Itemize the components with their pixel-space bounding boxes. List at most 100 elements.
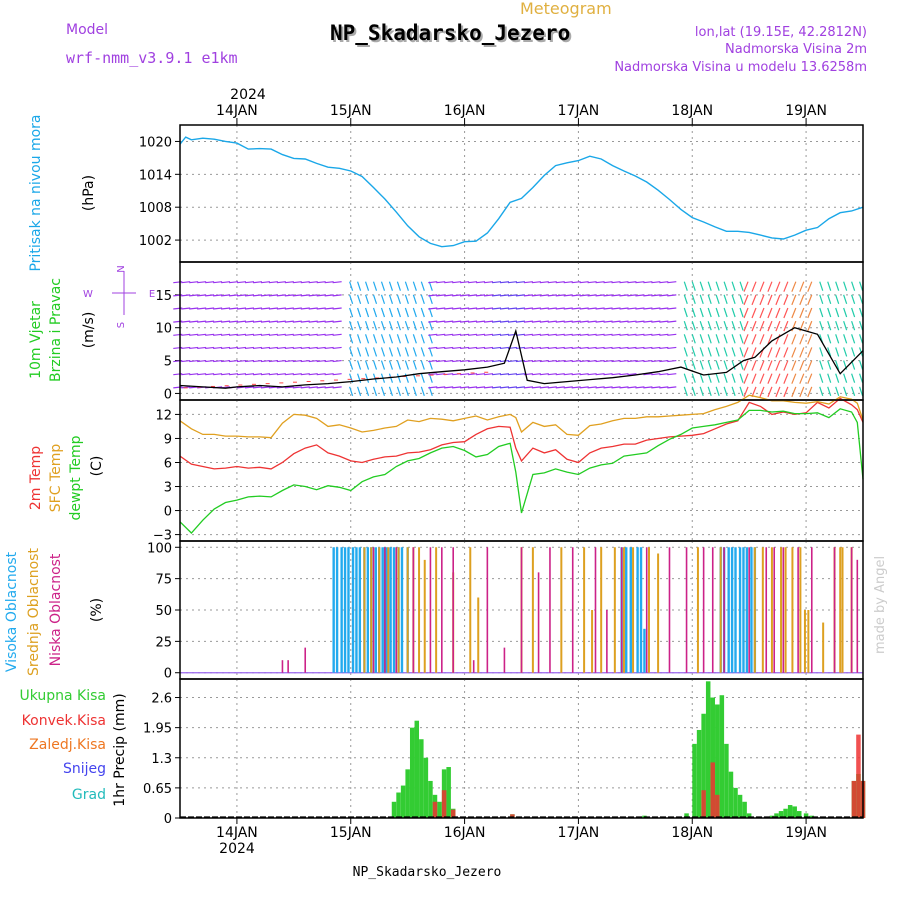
wind-arrow <box>228 307 239 310</box>
wind-arrow <box>396 294 401 305</box>
wind-arrow <box>260 359 270 363</box>
wind-arrow <box>699 360 704 370</box>
wind-arrow <box>316 320 326 323</box>
wind-arrow <box>691 347 696 357</box>
wind-arrow <box>300 346 310 350</box>
wind-arrow <box>428 281 438 284</box>
wind-arrow <box>460 294 470 297</box>
wind-arrow <box>197 346 207 350</box>
wind-arrow <box>252 333 263 336</box>
wind-arrow <box>260 386 270 389</box>
wind-arrow <box>507 386 518 389</box>
wind-arrow <box>491 307 502 310</box>
wind-arrow <box>715 307 720 318</box>
wind-arrow <box>412 373 417 383</box>
wind-arrow <box>213 373 223 376</box>
wind-arrow <box>767 294 773 306</box>
wind-arrow <box>476 307 486 310</box>
wind-arrow <box>683 307 688 318</box>
wind-arrow <box>460 386 470 389</box>
wind-arrow <box>683 320 688 331</box>
wind-arrow <box>268 346 278 350</box>
wind-arrow <box>531 333 541 336</box>
wind-arrow <box>531 359 541 363</box>
wind-arrow <box>349 334 354 344</box>
wind-arrow <box>775 334 781 345</box>
wind-arrow <box>723 386 728 397</box>
wind-arrow <box>767 347 773 358</box>
wind-arrow <box>699 294 704 305</box>
wind-arrow <box>308 281 318 284</box>
wind-arrow <box>751 281 757 292</box>
wind-arrow <box>843 281 848 291</box>
wind-arrow <box>595 373 605 376</box>
precip-bar <box>778 811 784 818</box>
precip-bar <box>400 785 406 818</box>
wind-arrow <box>300 294 310 297</box>
wind-arrow <box>859 386 864 397</box>
wind-arrow <box>707 347 712 357</box>
wind-arrow <box>357 347 362 357</box>
wind-arrow <box>691 386 696 397</box>
wind-arrow <box>468 346 478 350</box>
wind-arrow <box>751 386 757 398</box>
wind-arrow <box>827 386 832 397</box>
wind-arrow <box>835 307 840 318</box>
wind-arrow <box>739 386 744 397</box>
precip-bar <box>710 697 715 818</box>
wind-arrow <box>221 346 231 350</box>
pressure-axis-unit: (hPa) <box>81 175 97 211</box>
wind-arrow <box>667 359 677 363</box>
wind-arrow <box>268 320 278 323</box>
wind-arrow <box>428 386 433 397</box>
wind-arrow <box>372 294 378 305</box>
wind-arrow <box>643 320 653 323</box>
wind-arrow <box>499 386 510 389</box>
wind-arrow <box>252 320 263 323</box>
precip-bar <box>792 806 797 818</box>
wind-arrow <box>739 347 744 357</box>
ytick-label: 0.65 <box>143 782 172 797</box>
wind-arrow <box>707 360 712 370</box>
wind-arrow <box>635 359 645 363</box>
wind-arrow <box>452 320 462 323</box>
wind-arrow <box>751 320 757 332</box>
wind-arrow <box>743 281 749 292</box>
wind-arrow <box>843 320 848 331</box>
wind-arrow <box>507 359 518 363</box>
wind-arrow <box>751 334 757 345</box>
precip-bar <box>856 734 861 818</box>
wind-arrow <box>651 307 661 310</box>
wind-arrow <box>221 281 231 284</box>
wind-arrow <box>324 294 334 297</box>
wind-arrow <box>723 347 728 357</box>
ytick-label: 1002 <box>139 234 172 249</box>
wind-arrow <box>205 320 215 323</box>
wind-arrow <box>783 386 789 398</box>
top-day-label: 19JAN <box>785 103 827 119</box>
wind-arrow <box>851 320 856 331</box>
wind-arrow <box>691 373 696 383</box>
wind-arrow <box>731 347 736 357</box>
bottom-day-label: 19JAN <box>785 825 827 841</box>
wind-arrow <box>579 294 589 297</box>
temp-line-0 <box>179 397 864 470</box>
wind-arrow <box>859 281 864 291</box>
wind-arrow <box>372 347 378 357</box>
wind-arrow <box>743 347 749 358</box>
wind-arrow <box>659 386 669 389</box>
top-day-label: 14JAN <box>216 103 258 119</box>
wind-arrow <box>699 281 704 291</box>
wind-arrow <box>236 307 247 310</box>
wind-arrow <box>835 294 840 305</box>
wind-arrow <box>364 334 370 344</box>
ytick-label: 5 <box>164 355 172 370</box>
wind-arrow <box>587 386 597 389</box>
precip-bar <box>432 801 438 818</box>
precip-bar <box>742 801 747 818</box>
wind-arrow <box>452 359 462 363</box>
wind-arrow <box>173 373 183 376</box>
wind-arrow <box>835 360 840 370</box>
wind-arrow <box>743 373 749 384</box>
wind-arrow <box>364 294 370 305</box>
